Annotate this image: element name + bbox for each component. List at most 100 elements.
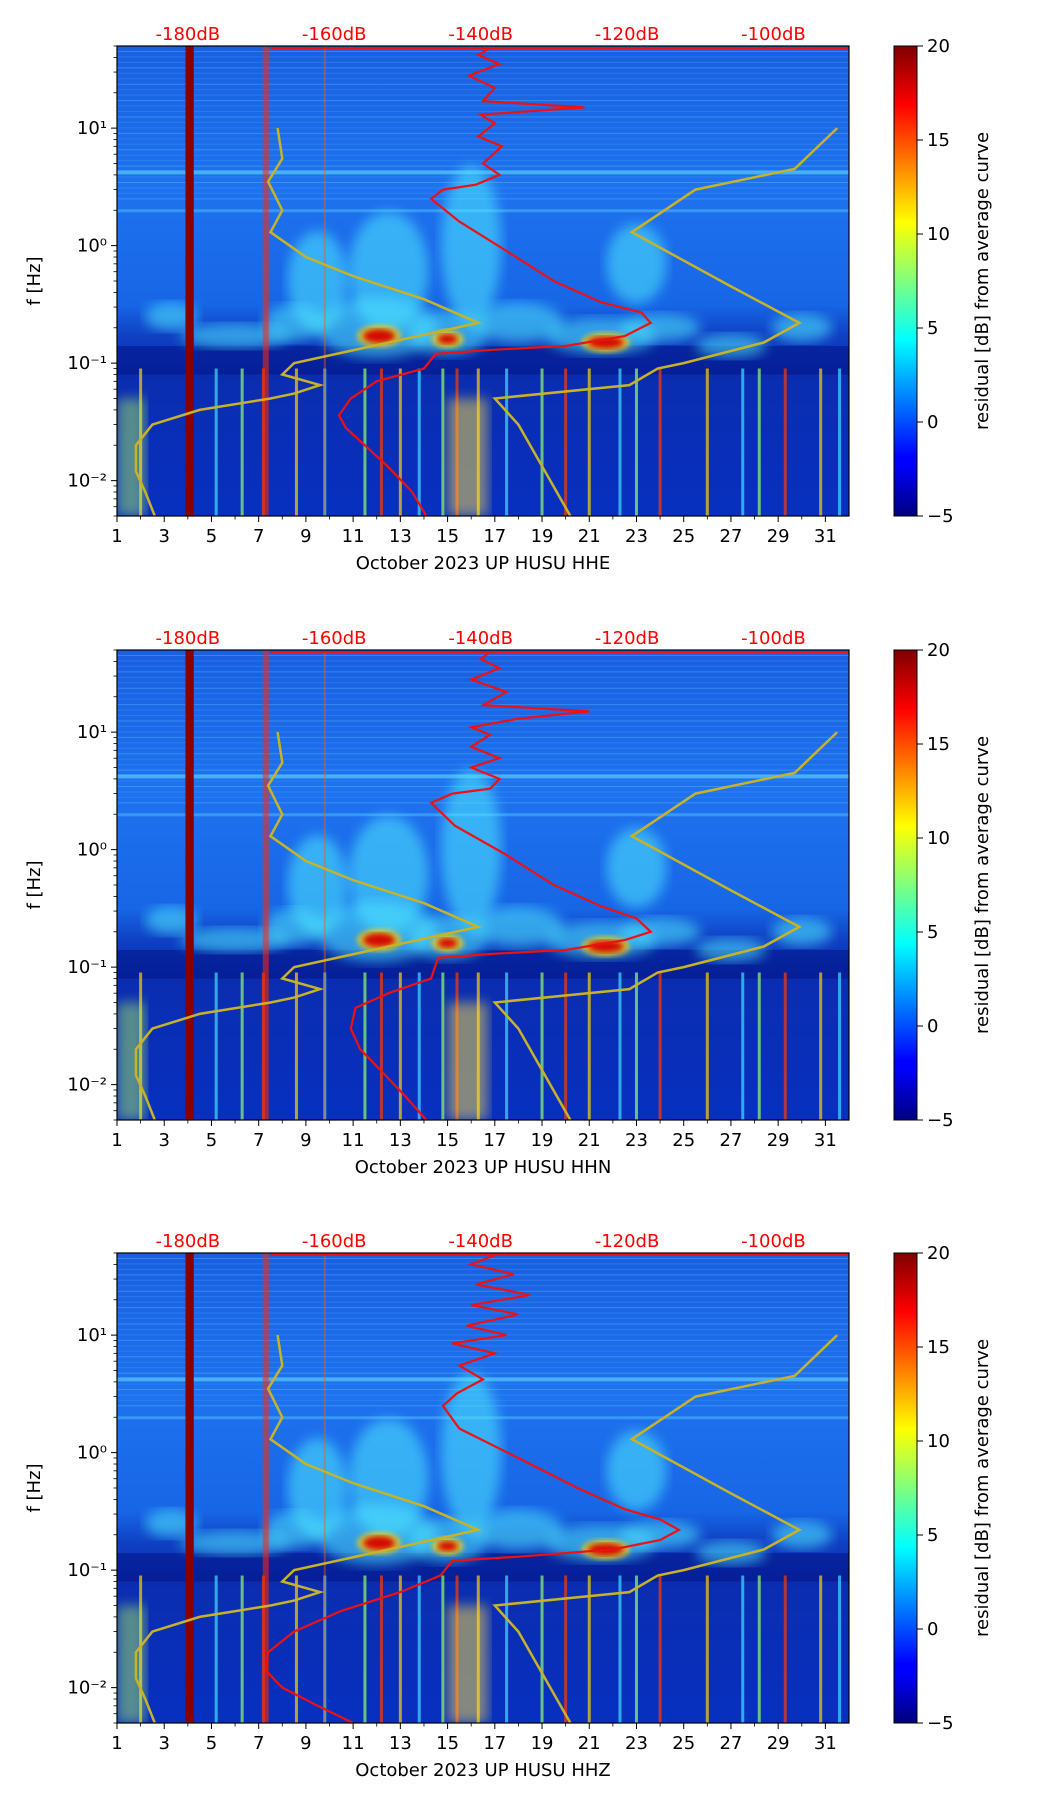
x-tick-label: 25 xyxy=(672,526,695,547)
data-gap-column xyxy=(185,46,194,516)
lowfreq-zone xyxy=(447,1605,488,1723)
high-noise-model-curve xyxy=(492,127,839,516)
transient-streak xyxy=(634,1575,638,1723)
average-psd-curve xyxy=(264,1254,682,1723)
x-tick-label: 7 xyxy=(253,1130,264,1151)
y-tick-label: 10⁻¹ xyxy=(67,957,107,978)
transient-streak xyxy=(634,972,638,1120)
colorbar-tick-label: 20 xyxy=(927,36,950,57)
hot-spot xyxy=(437,1541,458,1552)
microseism-blob xyxy=(441,1372,502,1533)
microseism-blob xyxy=(180,324,291,349)
persistent-line xyxy=(323,1253,326,1723)
y-axis-label: f [Hz] xyxy=(24,1463,45,1512)
lowfreq-zone xyxy=(117,398,146,516)
transient-streak xyxy=(564,1575,568,1723)
x-tick-label: 31 xyxy=(814,1130,837,1151)
colorbar-tick-label: 20 xyxy=(927,640,950,661)
y-tick-label: 10¹ xyxy=(77,118,107,139)
spectrogram-area xyxy=(117,46,849,516)
colorbar-tick-label: 0 xyxy=(927,412,938,433)
x-tick-label: 23 xyxy=(625,526,648,547)
y-tick-label: 10⁻¹ xyxy=(67,353,107,374)
db-axis-label: -180dB xyxy=(156,628,221,649)
transient-streak xyxy=(294,368,298,516)
panel-hhe: 1 3 5 7 9 11 13 15 17 19 21 23 25 27 29 3110⁻²10⁻¹10⁰10… xyxy=(24,24,993,574)
colorbar-label: residual [dB] from average curve xyxy=(972,736,993,1034)
transient-streak xyxy=(757,1575,761,1723)
transient-streak xyxy=(587,972,591,1120)
x-tick-label: 19 xyxy=(531,526,554,547)
microseism-blob xyxy=(473,302,564,343)
microseism-blob xyxy=(287,231,348,331)
db-axis-label: -180dB xyxy=(156,24,221,45)
x-tick-label: 21 xyxy=(578,1130,601,1151)
transient-streak xyxy=(441,1575,445,1723)
transient-streak xyxy=(379,368,383,516)
x-tick-label: 29 xyxy=(767,526,790,547)
transient-streak xyxy=(741,972,745,1120)
colorbar-label: residual [dB] from average curve xyxy=(972,132,993,430)
transient-streak xyxy=(705,972,709,1120)
transient-streak xyxy=(398,368,402,516)
x-tick-label: 19 xyxy=(531,1733,554,1754)
transient-streak xyxy=(819,972,823,1120)
db-axis-label: -120dB xyxy=(595,1231,660,1252)
transient-streak xyxy=(587,1575,591,1723)
panel-hhn: 1 3 5 7 9 11 13 15 17 19 21 23 25 27 29 3110⁻²10⁻¹10⁰10… xyxy=(24,628,993,1178)
colorbar-gradient xyxy=(893,1252,918,1724)
transient-streak xyxy=(838,368,842,516)
transient-streak xyxy=(540,1575,544,1723)
microseism-blob xyxy=(180,928,291,953)
microseism-blob xyxy=(771,1520,832,1549)
microseism-blob xyxy=(695,333,766,358)
transient-streak xyxy=(705,1575,709,1723)
x-tick-label: 7 xyxy=(253,526,264,547)
db-axis-label: -160dB xyxy=(302,24,367,45)
microseism-blob xyxy=(145,1509,198,1538)
x-axis-label: October 2023 UP HUSU HHN xyxy=(355,1157,612,1178)
transient-streak xyxy=(240,1575,244,1723)
y-tick-label: 10⁻² xyxy=(67,471,107,492)
y-axis-label: f [Hz] xyxy=(24,256,45,305)
x-tick-label: 27 xyxy=(719,1130,742,1151)
transient-streak xyxy=(819,1575,823,1723)
transient-streak xyxy=(441,368,445,516)
persistent-line xyxy=(262,46,269,516)
transient-streak xyxy=(363,1575,367,1723)
lowfreq-zone xyxy=(117,1002,146,1120)
x-tick-label: 27 xyxy=(719,526,742,547)
low-noise-model-curve xyxy=(134,1334,483,1723)
transient-streak xyxy=(705,368,709,516)
microseism-blob xyxy=(695,1540,766,1565)
x-tick-label: 19 xyxy=(531,1130,554,1151)
transient-streak xyxy=(398,1575,402,1723)
data-gap-column xyxy=(185,1253,194,1723)
db-axis-label: -140dB xyxy=(448,1231,513,1252)
colorbar-tick-label: 5 xyxy=(927,318,938,339)
db-axis-label: -140dB xyxy=(448,24,513,45)
x-tick-label: 5 xyxy=(206,526,217,547)
colorbar-tick-label: 10 xyxy=(927,1431,950,1452)
lowfreq-zone xyxy=(447,398,488,516)
db-axis-label: -140dB xyxy=(448,628,513,649)
average-psd-curve xyxy=(337,47,653,516)
x-tick-label: 9 xyxy=(300,526,311,547)
x-tick-label: 5 xyxy=(206,1130,217,1151)
transient-streak xyxy=(741,368,745,516)
persistent-line xyxy=(323,46,326,516)
transient-streak xyxy=(618,368,622,516)
average-psd-curve xyxy=(349,651,653,1120)
colorbar-gradient xyxy=(893,649,918,1121)
spectrogram-area xyxy=(117,1253,849,1723)
x-tick-label: 31 xyxy=(814,1733,837,1754)
low-noise-model-curve xyxy=(134,127,483,516)
transient-streak xyxy=(240,368,244,516)
transient-streak xyxy=(618,972,622,1120)
colorbar-tick-label: 5 xyxy=(927,1525,938,1546)
microseism-blob xyxy=(771,313,832,342)
transient-streak xyxy=(398,972,402,1120)
transient-streak xyxy=(214,972,218,1120)
hot-spot xyxy=(363,1536,396,1551)
x-tick-label: 3 xyxy=(158,1733,169,1754)
